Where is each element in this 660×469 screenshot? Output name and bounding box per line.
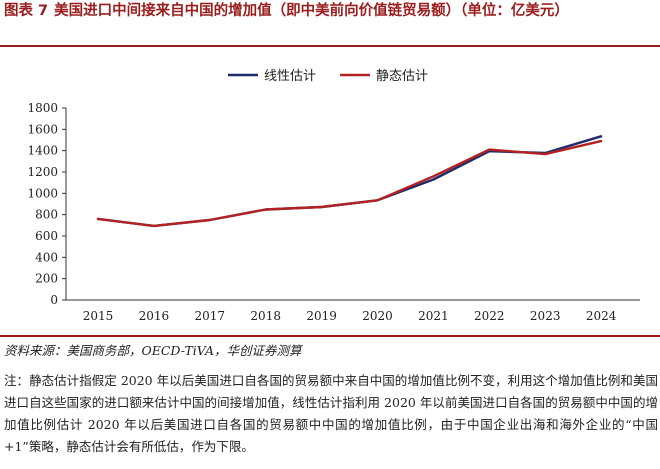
y-tick-label: 0 <box>50 293 58 307</box>
series-line-static <box>96 139 603 228</box>
title-divider <box>0 45 660 47</box>
x-tick-label: 2021 <box>418 309 449 323</box>
legend-label-linear: 线性估计 <box>264 69 316 84</box>
x-tick-label: 2022 <box>474 309 505 323</box>
x-tick-label: 2024 <box>586 309 617 323</box>
source-divider <box>0 335 660 337</box>
y-tick-label: 1200 <box>27 165 58 179</box>
x-tick-label: 2015 <box>83 309 114 323</box>
x-tick-label: 2019 <box>306 309 337 323</box>
y-tick-label: 1800 <box>27 101 58 115</box>
x-tick-label: 2016 <box>139 309 170 323</box>
y-tick-label: 600 <box>35 229 58 243</box>
note-text: 注：静态估计指假定 2020 年以后美国进口自各国的贸易额中来自中国的增加值比例… <box>4 373 658 454</box>
figure-title-text: 美国进口中间接来自中国的增加值（即中美前向价值链贸易额）（单位：亿美元） <box>54 3 569 19</box>
x-tick-label: 2018 <box>250 309 281 323</box>
y-tick-label: 1000 <box>27 186 58 200</box>
x-tick-label: 2017 <box>195 309 226 323</box>
series-line-linear <box>96 135 603 228</box>
figure-number: 图表 7 <box>4 3 49 19</box>
x-tick-label: 2020 <box>362 309 393 323</box>
y-tick-label: 200 <box>35 272 58 286</box>
y-tick-label: 1600 <box>27 122 58 136</box>
chart-container: 0 200 400 600 800 1000 1200 1400 1600 1800 2015 201… <box>0 48 660 334</box>
figure-title: 图表 7 美国进口中间接来自中国的增加值（即中美前向价值链贸易额）（单位：亿美元） <box>4 1 656 22</box>
legend-label-static: 静态估计 <box>376 69 428 84</box>
line-chart: 0 200 400 600 800 1000 1200 1400 1600 1800 2015 201… <box>27 69 640 323</box>
y-tick-label: 400 <box>35 250 58 264</box>
x-tick-label: 2023 <box>530 309 561 323</box>
y-tick-label: 1400 <box>27 144 58 158</box>
source-text: 资料来源：美国商务部，OECD-TiVA，华创证券测算 <box>4 343 302 358</box>
y-tick-label: 800 <box>35 208 58 222</box>
